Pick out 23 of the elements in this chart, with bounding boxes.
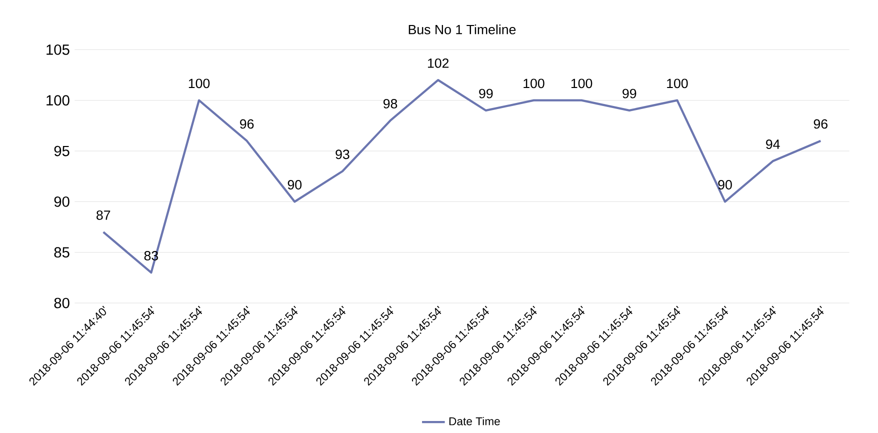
data-label: 100 [188,78,210,88]
data-label: 93 [336,150,350,160]
data-label: 87 [96,210,110,220]
data-label: 100 [667,78,688,88]
data-label: 96 [240,119,254,129]
data-label: 90 [288,180,302,190]
data-label: 100 [524,78,544,88]
chart-title: Bus No 1 Timeline [408,24,516,34]
y-tick-label: 90 [54,196,70,207]
y-tick-label: 80 [54,298,70,308]
data-label: 90 [718,180,732,190]
data-label: 99 [479,88,493,98]
data-label: 96 [814,119,828,129]
y-tick-label: 85 [54,247,70,258]
data-label: 100 [571,78,592,88]
data-label: 99 [622,88,636,98]
legend-label: Date Time [449,416,500,426]
y-tick-label: 105 [46,44,70,55]
data-label: 94 [766,140,780,149]
data-label: 102 [428,58,449,68]
y-tick-label: 100 [46,95,70,106]
y-tick-label: 95 [54,146,70,156]
data-label: 98 [383,98,398,108]
